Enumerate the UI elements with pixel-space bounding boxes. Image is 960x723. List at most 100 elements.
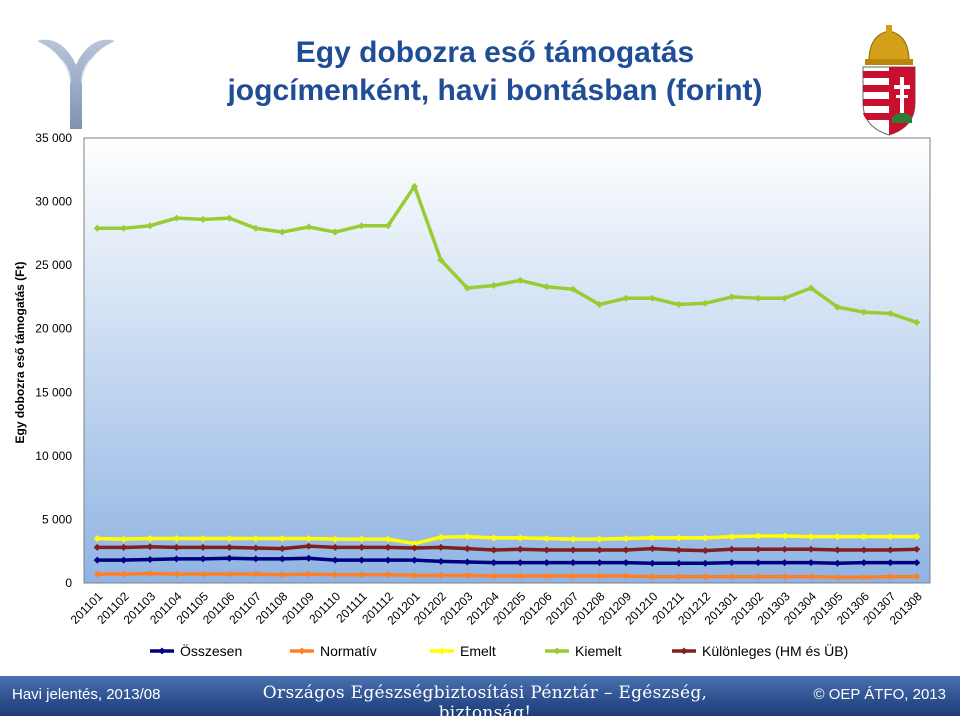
data-point xyxy=(569,546,577,554)
data-point xyxy=(913,545,921,553)
data-point xyxy=(648,294,656,302)
data-point xyxy=(305,570,313,578)
data-point xyxy=(543,546,551,554)
data-point xyxy=(358,535,366,543)
data-point xyxy=(173,570,181,578)
data-point xyxy=(146,555,154,563)
data-point xyxy=(410,182,418,190)
data-point xyxy=(490,281,498,289)
data-point xyxy=(728,533,736,541)
data-point xyxy=(860,546,868,554)
data-point xyxy=(278,555,286,563)
data-point xyxy=(173,535,181,542)
data-point xyxy=(93,543,101,551)
data-point xyxy=(596,546,604,554)
data-point xyxy=(701,547,709,555)
data-point xyxy=(199,570,207,578)
legend-marker xyxy=(298,647,306,655)
data-point xyxy=(516,545,524,553)
data-point xyxy=(886,559,894,567)
line-chart: 0 5 000 10 000 15 000 20 000 25 000 30 000 35 0… xyxy=(13,131,931,659)
data-point xyxy=(569,285,577,293)
data-point xyxy=(93,556,101,564)
data-point xyxy=(701,534,709,542)
data-point xyxy=(807,533,815,541)
data-point xyxy=(278,228,286,236)
data-point xyxy=(331,535,339,543)
data-point xyxy=(358,222,366,230)
footer-bar: Havi jelentés, 2013/08 Országos Egészség… xyxy=(0,676,960,723)
data-point xyxy=(305,554,313,562)
data-point xyxy=(410,571,418,579)
data-point xyxy=(384,571,392,579)
data-point xyxy=(199,543,207,551)
data-point xyxy=(728,293,736,301)
data-point xyxy=(596,572,604,580)
series-layer xyxy=(93,182,921,581)
data-point xyxy=(463,533,471,541)
data-point xyxy=(622,559,630,567)
y-tick-label: 35 000 xyxy=(35,131,72,145)
data-point xyxy=(754,559,762,567)
data-point xyxy=(516,559,524,567)
legend-marker xyxy=(438,647,446,655)
series-line xyxy=(97,556,917,566)
data-point xyxy=(252,224,260,232)
data-point xyxy=(860,533,868,541)
data-point xyxy=(199,555,207,563)
y-tick-label: 25 000 xyxy=(35,258,72,272)
data-point xyxy=(463,284,471,292)
data-point xyxy=(252,544,260,552)
data-point xyxy=(120,556,128,564)
data-point xyxy=(199,215,207,223)
data-point xyxy=(648,573,656,581)
legend-marker xyxy=(680,647,688,655)
footer-report-label: Havi jelentés, 2013/08 xyxy=(12,686,161,703)
data-point xyxy=(225,543,233,551)
data-point xyxy=(120,543,128,551)
data-point xyxy=(701,299,709,307)
data-point xyxy=(860,573,868,581)
data-point xyxy=(675,573,683,581)
data-point xyxy=(807,545,815,553)
legend-label: Kiemelt xyxy=(575,643,622,659)
data-point xyxy=(331,556,339,564)
legend-marker xyxy=(553,647,561,655)
title-line-1: Egy dobozra eső támogatás xyxy=(295,36,695,69)
data-point xyxy=(437,571,445,579)
data-point xyxy=(622,294,630,302)
data-point xyxy=(490,534,498,542)
series-4 xyxy=(93,542,921,555)
data-point xyxy=(833,573,841,581)
y-tick-label: 5 000 xyxy=(42,512,72,526)
data-point xyxy=(225,570,233,578)
data-point xyxy=(833,303,841,311)
page-title: Egy dobozra eső támogatás jogcímenként, … xyxy=(150,34,840,110)
data-point xyxy=(781,573,789,581)
data-point xyxy=(886,573,894,581)
footer-organization-slogan: Országos Egészségbiztosítási Pénztár – E… xyxy=(262,683,708,723)
data-point xyxy=(173,555,181,563)
plot-area xyxy=(83,137,931,584)
copyright-symbol: © xyxy=(813,686,825,703)
data-point xyxy=(410,540,418,548)
data-point xyxy=(199,535,207,542)
data-point xyxy=(278,535,286,542)
data-point xyxy=(807,284,815,292)
data-point xyxy=(675,301,683,309)
y-tick-label: 0 xyxy=(65,576,72,590)
title-line-2: jogcímenként, havi bontásban (forint) xyxy=(227,74,763,107)
data-point xyxy=(463,545,471,553)
data-point xyxy=(252,570,260,578)
data-point xyxy=(807,573,815,581)
series-3 xyxy=(93,182,921,326)
legend-item: Összesen xyxy=(150,642,242,659)
data-point xyxy=(543,572,551,580)
data-point xyxy=(252,555,260,563)
data-point xyxy=(358,543,366,551)
y-tick-label: 20 000 xyxy=(35,322,72,336)
data-point xyxy=(384,556,392,564)
data-point xyxy=(701,559,709,567)
data-point xyxy=(781,532,789,540)
data-point xyxy=(463,558,471,566)
